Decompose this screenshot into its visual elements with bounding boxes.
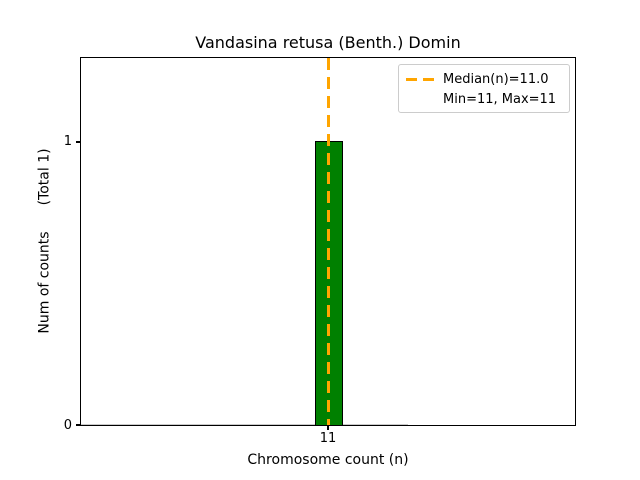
legend-row-minmax: Min=11, Max=11	[399, 89, 569, 109]
legend-box: Median(n)=11.0 Min=11, Max=11	[398, 64, 570, 113]
x-tick-mark-11	[327, 426, 329, 430]
x-axis-label: Chromosome count (n)	[247, 452, 409, 468]
plot-area	[80, 57, 576, 426]
y-axis-label-total: (Total 1)	[36, 148, 53, 206]
legend-label-minmax: Min=11, Max=11	[443, 91, 557, 107]
chart-title: Vandasina retusa (Benth.) Domin	[195, 33, 461, 52]
zero-count-bars-baseline	[81, 424, 408, 425]
orange-dash-icon	[423, 77, 434, 81]
legend-sample-spacer	[406, 98, 434, 101]
y-axis-label-main: Num of counts	[36, 231, 53, 334]
y-tick-mark-1	[76, 141, 80, 143]
y-tick-mark-0	[76, 424, 80, 426]
y-tick-label-0: 0	[63, 418, 72, 433]
median-dashed-line	[327, 58, 330, 425]
x-tick-label-11: 11	[319, 431, 337, 446]
orange-dash-icon	[406, 77, 417, 81]
legend-row-median: Median(n)=11.0	[399, 69, 569, 89]
y-axis-label: Num of counts (Total 1)	[37, 148, 54, 333]
legend-label-median: Median(n)=11.0	[443, 71, 549, 87]
y-tick-label-1: 1	[63, 134, 72, 149]
median-line-sample	[406, 77, 434, 81]
